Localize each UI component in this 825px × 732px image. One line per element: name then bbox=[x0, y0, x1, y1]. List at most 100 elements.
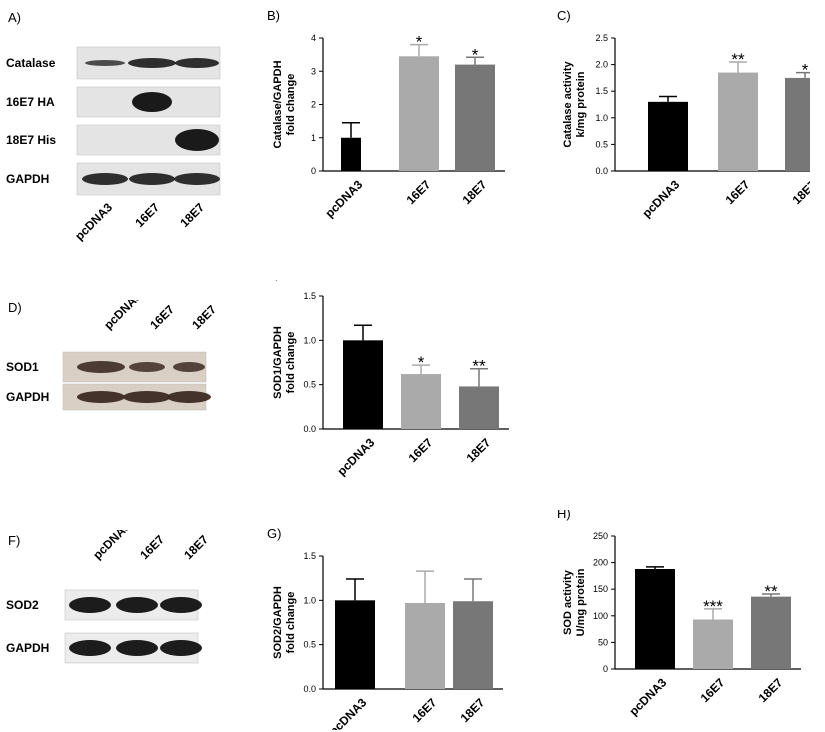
blot-row-label: Catalase bbox=[6, 56, 56, 70]
y-tick-label: 1.5 bbox=[303, 551, 316, 561]
y-axis-label: SOD activityU/mg protein bbox=[562, 568, 587, 636]
significance-marker: * bbox=[472, 45, 479, 64]
x-tick-label: 16E7 bbox=[404, 177, 434, 207]
x-tick-label: pcDNA3 bbox=[334, 435, 377, 478]
bar-16E7 bbox=[693, 619, 733, 669]
chart-h: H) 0 50 100 150 200 250 SOD activityU/mg protei… bbox=[557, 510, 801, 718]
blot-band bbox=[82, 173, 128, 185]
y-axis-label: SOD2/GAPDHfold change bbox=[272, 586, 297, 659]
blot-band bbox=[175, 129, 219, 151]
y-tick-label: 1.5 bbox=[595, 86, 608, 96]
blot-band bbox=[160, 597, 202, 613]
blot-lane-label: 18E7 bbox=[189, 302, 219, 332]
blot-row-label: GAPDH bbox=[6, 641, 49, 655]
blot-band bbox=[123, 391, 171, 403]
y-tick-label: 50 bbox=[598, 637, 608, 647]
blot-f: SOD2 GAPDH pcDNA3 16E7 18E7 bbox=[6, 530, 211, 664]
blot-band bbox=[128, 58, 176, 68]
blot-band bbox=[132, 92, 172, 112]
bar-pcDNA3 bbox=[341, 137, 361, 171]
y-tick-label: 2 bbox=[311, 100, 316, 110]
y-tick-label: 2.0 bbox=[595, 60, 608, 70]
significance-marker: ** bbox=[731, 50, 745, 69]
x-tick-label: 16E7 bbox=[723, 177, 753, 207]
panel-label-d: D) bbox=[8, 300, 22, 315]
blot-band bbox=[167, 391, 211, 403]
x-tick-label: 18E7 bbox=[790, 177, 810, 207]
panel-label: E) bbox=[267, 280, 280, 281]
chart-c: C) 0.0 0.5 1.0 1.5 2.0 2.5 Catalase activityk/m… bbox=[557, 8, 810, 220]
y-tick-label: 0.5 bbox=[303, 640, 316, 650]
y-axis-label: Catalase/GAPDHfold change bbox=[272, 60, 297, 148]
blot-band bbox=[69, 597, 111, 613]
y-tick-label: 0.0 bbox=[303, 424, 316, 434]
y-axis-label: Catalase activityk/mg protein bbox=[562, 61, 587, 148]
significance-marker: ** bbox=[764, 582, 778, 601]
chart-b: B) 0 1 2 3 4 Catalase/GAPDHfold change pcDNA3 * 1… bbox=[267, 8, 505, 220]
y-tick-label: 100 bbox=[593, 611, 608, 621]
y-tick-label: 1.5 bbox=[303, 291, 316, 301]
blot-lane-label: 16E7 bbox=[137, 532, 167, 562]
y-tick-label: 4 bbox=[311, 33, 316, 43]
blot-band bbox=[77, 361, 125, 373]
panel-label: G) bbox=[267, 526, 281, 541]
blot-band bbox=[116, 640, 158, 656]
y-tick-label: 1.0 bbox=[303, 335, 316, 345]
x-tick-label: 18E7 bbox=[460, 177, 490, 207]
x-tick-label: pcDNA3 bbox=[626, 675, 669, 718]
blot-lane-label: pcDNA3 bbox=[72, 200, 115, 243]
bar-pcDNA3 bbox=[343, 340, 383, 429]
blot-band bbox=[160, 640, 202, 656]
blot-lane-label: 16E7 bbox=[132, 200, 162, 230]
y-tick-label: 0.5 bbox=[595, 139, 608, 149]
bar-pcDNA3 bbox=[635, 568, 675, 669]
bar-16E7 bbox=[718, 72, 758, 171]
blot-row-label: SOD1 bbox=[6, 360, 39, 374]
blot-band bbox=[116, 597, 158, 613]
x-tick-label: 18E7 bbox=[756, 675, 786, 705]
significance-marker: * bbox=[418, 353, 425, 372]
chart-e: E) 0.0 0.5 1.0 1.5 SOD1/GAPDHfold change pcDNA… bbox=[267, 280, 509, 478]
y-tick-label: 0.0 bbox=[595, 166, 608, 176]
blot-lane-label: 16E7 bbox=[147, 302, 177, 332]
x-tick-label: 16E7 bbox=[406, 435, 436, 465]
bar-16E7 bbox=[405, 602, 445, 689]
bar-pcDNA3 bbox=[335, 600, 375, 689]
blot-d: SOD1 GAPDH pcDNA3 16E7 18E7 bbox=[6, 300, 219, 411]
bar-18E7 bbox=[785, 77, 810, 171]
significance-marker: * bbox=[416, 33, 423, 52]
blot-band bbox=[174, 173, 220, 185]
bar-18E7 bbox=[453, 601, 493, 689]
bar-pcDNA3 bbox=[648, 101, 688, 171]
blot-row-label: 16E7 HA bbox=[6, 95, 55, 109]
blot-band bbox=[129, 173, 175, 185]
y-tick-label: 1 bbox=[311, 133, 316, 143]
chart-g: G) 0.0 0.5 1.0 1.5 SOD2/GAPDHfold change pcDNA… bbox=[267, 526, 503, 730]
panel-label: B) bbox=[267, 8, 280, 23]
blot-row-label: GAPDH bbox=[6, 390, 49, 404]
bar-18E7 bbox=[751, 596, 791, 669]
blot-band bbox=[69, 640, 111, 656]
blot-band bbox=[173, 362, 205, 372]
x-tick-label: 18E7 bbox=[464, 435, 494, 465]
x-tick-label: 16E7 bbox=[410, 695, 440, 725]
y-tick-label: 0.5 bbox=[303, 380, 316, 390]
significance-marker: * bbox=[802, 61, 809, 80]
bar-16E7 bbox=[399, 56, 439, 171]
blot-band bbox=[129, 362, 165, 372]
x-tick-label: pcDNA3 bbox=[326, 695, 369, 730]
panel-label-f: F) bbox=[8, 533, 21, 548]
blot-lane-label: pcDNA3 bbox=[90, 530, 133, 562]
significance-marker: *** bbox=[703, 597, 723, 616]
y-tick-label: 0.0 bbox=[303, 684, 316, 694]
y-tick-label: 2.5 bbox=[595, 33, 608, 43]
panel-label-a: A) bbox=[8, 10, 21, 25]
y-tick-label: 3 bbox=[311, 66, 316, 76]
x-tick-label: 16E7 bbox=[698, 675, 728, 705]
x-tick-label: pcDNA3 bbox=[322, 177, 365, 220]
y-tick-label: 150 bbox=[593, 584, 608, 594]
blot-lane-label: 18E7 bbox=[177, 200, 207, 230]
bar-18E7 bbox=[459, 386, 499, 429]
panel-label: H) bbox=[557, 510, 571, 521]
y-tick-label: 1.0 bbox=[303, 595, 316, 605]
